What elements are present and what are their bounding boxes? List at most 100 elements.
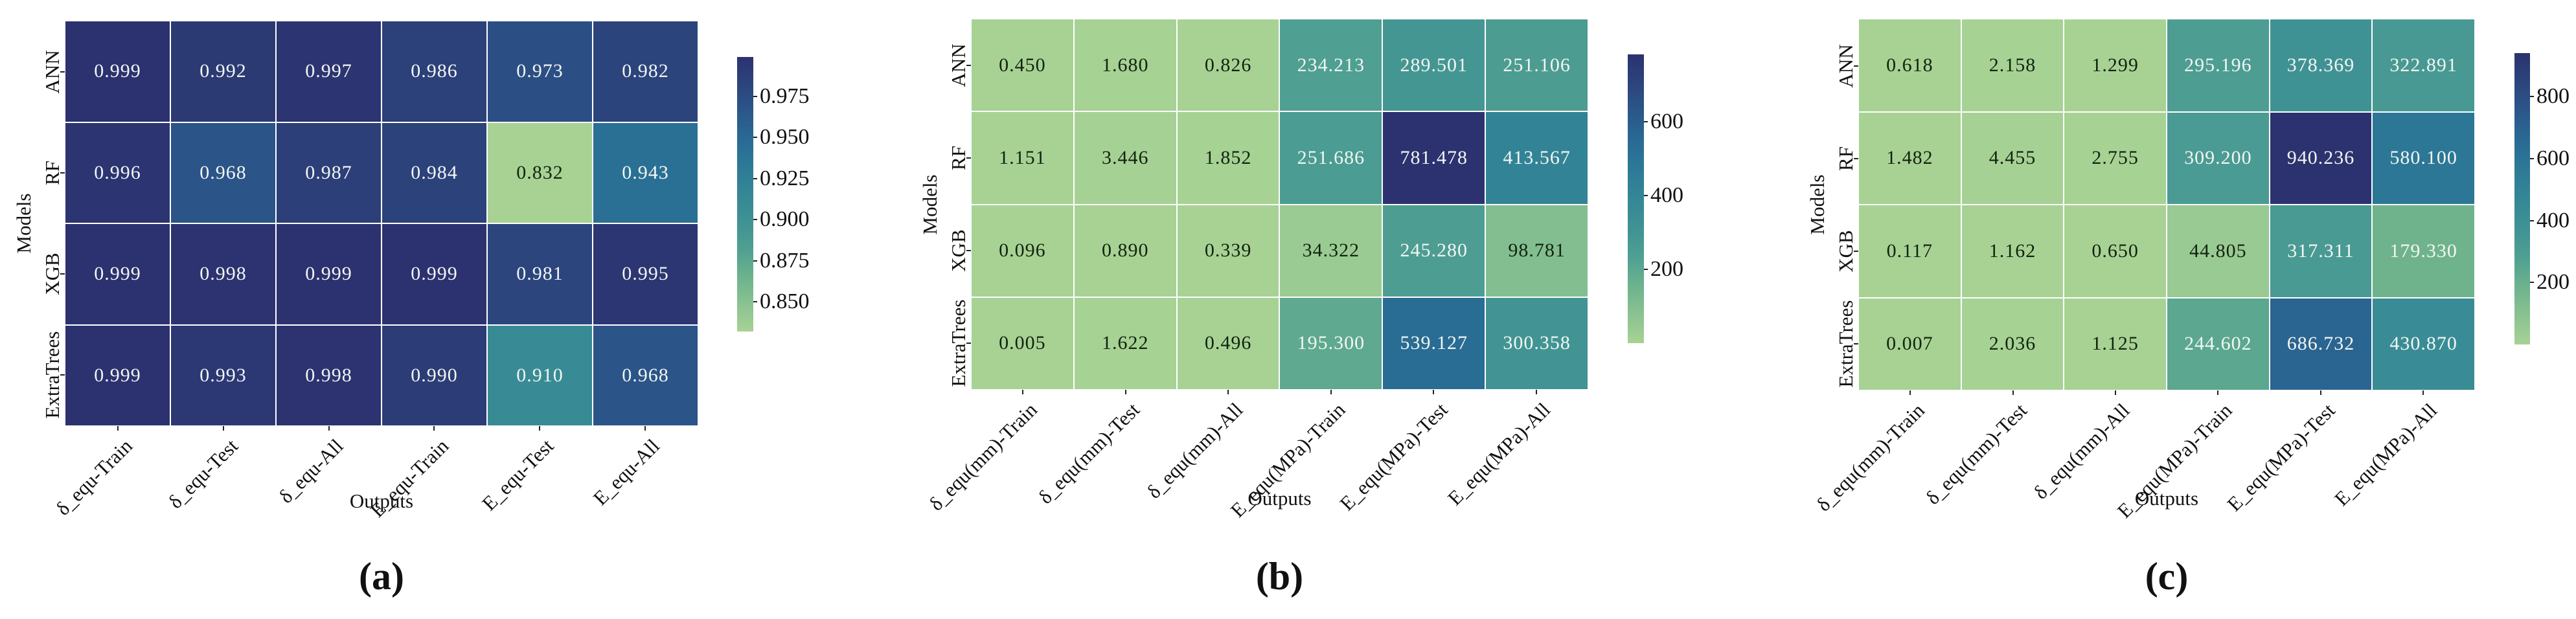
cell-value: 295.196 xyxy=(2184,54,2252,76)
heatmap-cell-c-XGB-1: 1.162 xyxy=(1961,205,2064,297)
heatmap-cell-c-RF-0: 1.482 xyxy=(1859,112,1961,204)
x-tick-mark xyxy=(328,426,330,431)
col-label-a-0: δ_equ-Train xyxy=(51,434,137,520)
heatmap-cell-b-RF-0: 1.151 xyxy=(972,112,1073,204)
cell-value: 413.567 xyxy=(1503,146,1571,168)
colorbar-tick-label: 400 xyxy=(2536,208,2570,232)
x-tick-mark xyxy=(2422,390,2424,395)
y-tick-mark xyxy=(966,342,971,344)
cell-value: 2.158 xyxy=(1989,54,2036,76)
cell-value: 3.446 xyxy=(1101,146,1149,168)
y-tick-mark xyxy=(60,273,65,275)
heatmap-cell-a-ExtraTrees-5: 0.968 xyxy=(593,325,698,425)
heatmap-cell-b-RF-4: 781.478 xyxy=(1383,112,1485,204)
heatmap-cell-b-ExtraTrees-1: 1.622 xyxy=(1074,297,1176,389)
colorbar-tick-label: 800 xyxy=(2536,84,2570,109)
cell-value: 0.117 xyxy=(1886,240,1933,262)
heatmap-cell-c-ExtraTrees-0: 0.007 xyxy=(1859,298,1961,390)
cell-value: 34.322 xyxy=(1302,240,1360,262)
cell-value: 0.992 xyxy=(199,60,247,82)
heatmap-cell-c-ANN-0: 0.618 xyxy=(1859,19,1961,111)
cell-value: 1.852 xyxy=(1204,146,1252,168)
colorbar-tick-mark xyxy=(753,137,757,139)
heatmap-cell-c-XGB-0: 0.117 xyxy=(1859,205,1961,297)
col-label-c-5: E_equ(MPa)-All xyxy=(2330,399,2442,511)
col-label-b-2: δ_equ(mm)-All xyxy=(1142,398,1247,503)
heatmap-cell-b-ExtraTrees-3: 195.300 xyxy=(1280,297,1382,389)
heatmap-cell-a-ANN-1: 0.992 xyxy=(171,21,275,122)
y-tick-mark xyxy=(60,374,65,376)
colorbar-tick-label: 600 xyxy=(1650,109,1683,133)
heatmap-cell-a-ExtraTrees-4: 0.910 xyxy=(488,325,592,425)
col-label-a-1: δ_equ-Test xyxy=(163,434,242,513)
heatmap-cell-a-ExtraTrees-3: 0.990 xyxy=(382,325,486,425)
cell-value: 1.622 xyxy=(1101,332,1149,354)
heatmap-cell-a-XGB-3: 0.999 xyxy=(382,224,486,324)
cell-value: 0.996 xyxy=(94,161,141,183)
cell-value: 539.127 xyxy=(1400,332,1468,354)
heatmap-cell-b-ANN-2: 0.826 xyxy=(1177,19,1279,111)
x-tick-mark xyxy=(433,426,435,431)
cell-value: 0.650 xyxy=(2092,240,2139,262)
heatmap-cell-c-ExtraTrees-3: 244.602 xyxy=(2167,298,2269,390)
heatmap-cell-b-XGB-4: 245.280 xyxy=(1383,205,1485,297)
x-tick-mark xyxy=(539,426,540,431)
colorbar-tick-mark xyxy=(1644,268,1648,270)
cell-value: 0.995 xyxy=(622,263,669,285)
col-label-a-2: δ_equ-All xyxy=(274,434,348,508)
cell-value: 0.998 xyxy=(305,364,352,386)
heatmap-cell-a-ExtraTrees-0: 0.999 xyxy=(65,325,170,425)
cell-value: 1.151 xyxy=(999,146,1046,168)
heatmap-cell-b-RF-3: 251.686 xyxy=(1280,112,1382,204)
heatmap-cell-a-ExtraTrees-2: 0.998 xyxy=(277,325,381,425)
cell-value: 940.236 xyxy=(2286,147,2355,169)
colorbar-tick-mark xyxy=(1644,194,1648,196)
y-tick-mark xyxy=(1854,65,1858,67)
cell-value: 0.987 xyxy=(305,161,352,183)
heatmap-cell-a-XGB-2: 0.999 xyxy=(277,224,381,324)
colorbar-tick-mark xyxy=(753,219,757,221)
heatmap-cell-c-XGB-2: 0.650 xyxy=(2064,205,2166,297)
x-tick-mark xyxy=(1909,390,1911,395)
cell-value: 580.100 xyxy=(2389,147,2457,169)
cell-value: 0.968 xyxy=(622,364,669,386)
cell-value: 0.999 xyxy=(94,364,141,386)
colorbar-tick-mark xyxy=(2530,282,2534,284)
y-tick-mark xyxy=(966,65,971,67)
cell-value: 378.369 xyxy=(2286,54,2355,76)
y-tick-mark xyxy=(966,249,971,251)
cell-value: 0.997 xyxy=(305,60,352,82)
cell-value: 0.982 xyxy=(622,60,669,82)
col-label-c-0: δ_equ(mm)-Train xyxy=(1812,399,1929,516)
cell-value: 0.832 xyxy=(516,161,564,183)
heatmap-cell-a-RF-0: 0.996 xyxy=(65,122,170,223)
col-label-b-1: δ_equ(mm)-Test xyxy=(1034,398,1145,508)
colorbar-tick-mark xyxy=(753,301,757,303)
y-tick-mark xyxy=(60,172,65,174)
cell-value: 0.450 xyxy=(999,54,1046,76)
heatmap-cell-c-RF-4: 940.236 xyxy=(2270,112,2372,204)
cell-value: 289.501 xyxy=(1400,54,1468,76)
colorbar-tick-label: 0.850 xyxy=(760,289,810,314)
y-tick-mark xyxy=(60,71,65,73)
heatmap-cell-c-RF-3: 309.200 xyxy=(2167,112,2269,204)
heatmap-cell-a-XGB-5: 0.995 xyxy=(593,224,698,324)
cell-value: 300.358 xyxy=(1503,332,1571,354)
cell-value: 0.007 xyxy=(1886,333,1933,355)
heatmap-cell-c-RF-2: 2.755 xyxy=(2064,112,2166,204)
heatmap-cell-a-XGB-1: 0.998 xyxy=(171,224,275,324)
cell-value: 0.984 xyxy=(411,161,458,183)
heatmap-cell-b-XGB-3: 34.322 xyxy=(1280,205,1382,297)
heatmap-cell-b-ANN-4: 289.501 xyxy=(1383,19,1485,111)
cell-value: 0.990 xyxy=(411,364,458,386)
x-tick-mark xyxy=(2320,390,2321,395)
col-label-a-5: E_equ-All xyxy=(588,434,664,510)
x-tick-mark xyxy=(1330,390,1332,394)
heatmap-cell-c-ExtraTrees-4: 686.732 xyxy=(2270,298,2372,390)
y-tick-mark xyxy=(1854,250,1858,252)
heatmap-cell-a-ANN-4: 0.973 xyxy=(488,21,592,122)
col-label-c-4: E_equ(MPa)-Test xyxy=(2222,399,2340,516)
heatmap-cell-c-ANN-2: 1.299 xyxy=(2064,19,2166,111)
x-axis-label-outputs: Outputs xyxy=(1248,487,1312,510)
